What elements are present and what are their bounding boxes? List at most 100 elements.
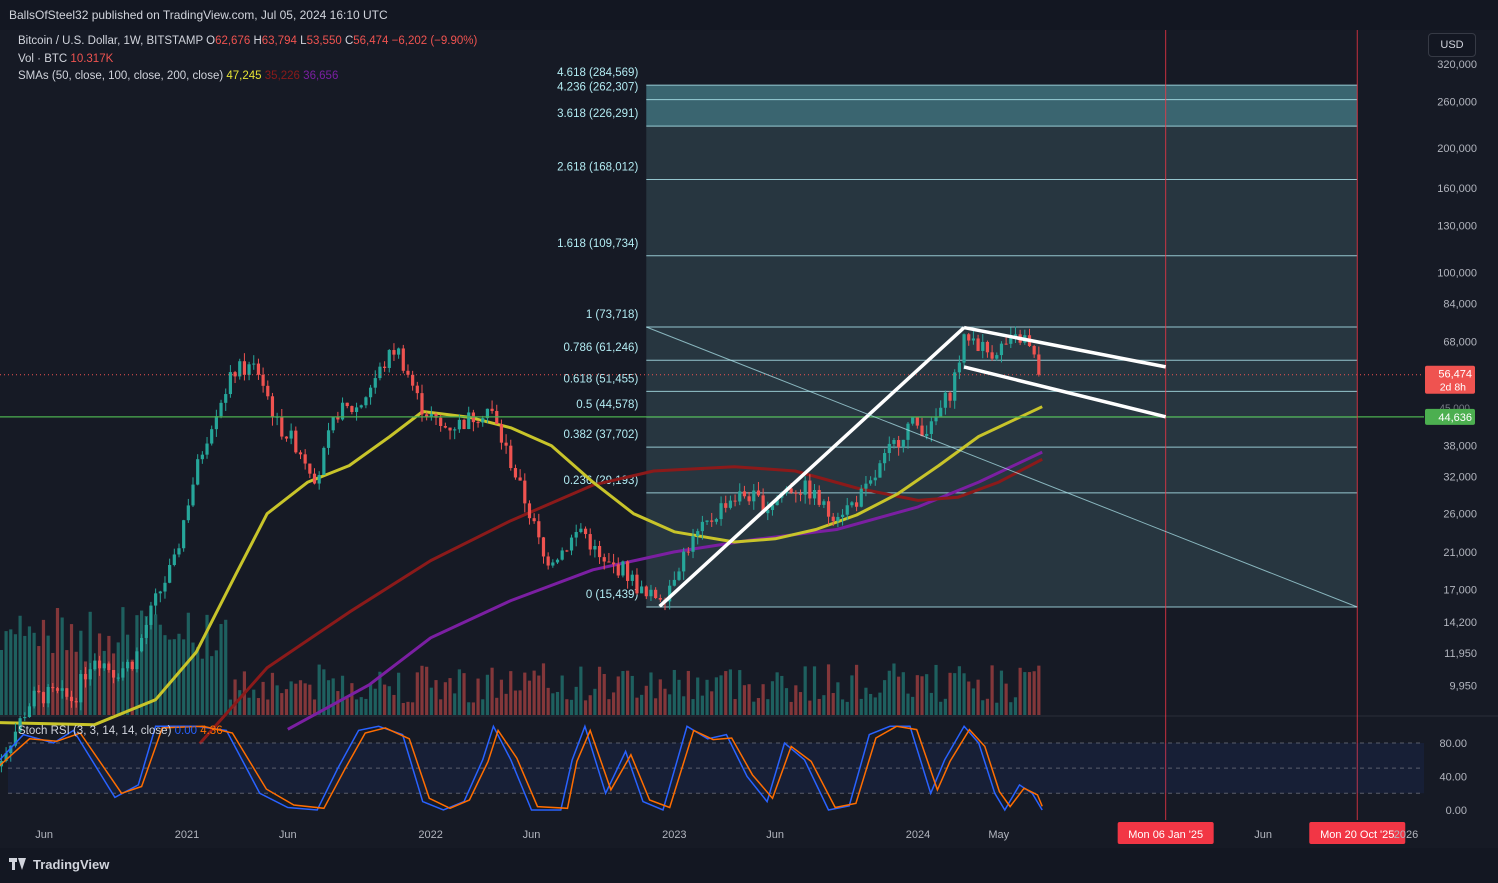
candle-body (439, 417, 443, 427)
candle-body (822, 501, 826, 505)
fib-level-label: 0 (15,439) (586, 589, 639, 601)
volume-bar (724, 671, 728, 715)
tradingview-brand: TradingView (33, 857, 110, 872)
volume-bar (252, 689, 256, 715)
volume-bar (373, 688, 377, 715)
currency-button[interactable]: USD (1428, 33, 1476, 57)
price-chart[interactable]: 0 (15,439)0.236 (29,193)0.382 (37,702)0.… (0, 0, 1498, 848)
volume-bar (331, 678, 335, 715)
price-tick-label: 32,000 (1443, 471, 1477, 483)
volume-bar (214, 650, 218, 715)
candle-body (733, 500, 737, 502)
candle-body (125, 661, 130, 669)
candle-body (140, 637, 144, 652)
candle-body (869, 480, 873, 484)
volume-bar (747, 684, 751, 715)
volume-bar (1027, 672, 1032, 715)
candle-body (182, 520, 186, 549)
volume-bar (294, 683, 298, 715)
time-tick-label: May (988, 829, 1009, 841)
change-value: −6,202 (−9.90%) (391, 35, 478, 47)
volume-bar (280, 693, 284, 715)
volume-bar (1037, 665, 1041, 715)
candle-body (766, 510, 770, 514)
candle-body (499, 424, 504, 443)
volume-bar (504, 693, 508, 715)
high-value: 63,794 (261, 35, 297, 47)
time-tick-label: Jun (35, 829, 53, 841)
candle-body (934, 416, 938, 422)
volume-bar (920, 676, 924, 715)
candle-body (742, 491, 747, 497)
candle-body (65, 688, 69, 697)
time-tick-label: Jun (766, 829, 784, 841)
candle-body (83, 674, 88, 680)
candle-body (364, 397, 368, 406)
volume-bar (275, 685, 279, 715)
fibonacci-extension[interactable]: 0 (15,439)0.236 (29,193)0.382 (37,702)0.… (557, 67, 1358, 608)
footer-bar (0, 848, 1498, 883)
candle-body (354, 407, 359, 412)
volume-bar (270, 672, 275, 715)
volume-bar (467, 702, 471, 715)
volume-bar (322, 669, 326, 715)
candle-body (808, 480, 812, 499)
volume-bar (495, 697, 499, 715)
price-tick-label: 130,000 (1437, 220, 1477, 232)
time-axis[interactable]: Jun 2021 Jun 2022 Jun 2023 Jun 2024 May Mon 06 Ja… (35, 822, 1418, 844)
sma-legend: SMAs (50, close, 100, close, 200, close)… (18, 70, 338, 82)
volume-bar (411, 702, 415, 715)
candle-body (51, 686, 55, 689)
candle-body (186, 505, 190, 521)
time-tick-label: 2021 (175, 829, 199, 841)
volume-bar (710, 691, 714, 715)
candle-body (981, 341, 985, 351)
volume-bar (303, 683, 307, 715)
stoch-tick-label: 80.00 (1439, 738, 1467, 750)
volume-bar (817, 698, 821, 715)
candle-body (261, 374, 265, 386)
volume-bar (415, 672, 419, 715)
volume-bar (65, 650, 69, 715)
candle-body (18, 718, 22, 732)
candle-body (13, 731, 18, 746)
date-marker-label: Mon 20 Oct '25 (1320, 829, 1394, 841)
candle-body (948, 392, 952, 401)
volume-bar (854, 664, 859, 715)
sma100-value: 35,226 (264, 70, 300, 82)
candle-body (574, 532, 578, 538)
fib-level-label: 4.618 (284,569) (557, 67, 638, 79)
candle-body (738, 491, 742, 502)
fib-level-label: 2.618 (168,012) (557, 161, 638, 173)
volume-bar (429, 687, 433, 715)
price-axis[interactable]: 320,000 260,000 200,000 160,000 130,000 100,0… (1425, 59, 1477, 817)
volume-bar (911, 696, 915, 715)
candle-body (345, 402, 349, 407)
candle-body (326, 430, 331, 448)
candle-body (728, 500, 733, 508)
candle-body (270, 396, 275, 418)
drawings[interactable] (0, 30, 1424, 820)
volume-bar (23, 635, 27, 715)
tradingview-logo[interactable]: TradingView (9, 857, 109, 872)
volume-bar (289, 681, 293, 715)
candle-body (691, 535, 695, 552)
open-value: 62,676 (215, 35, 251, 47)
trend-line-uptrend (658, 326, 966, 608)
candle-body (154, 593, 158, 606)
fib-level-label: 3.618 (226,291) (557, 108, 638, 120)
candle-body (340, 402, 345, 420)
volume-bar (284, 689, 289, 715)
sma50-line (0, 405, 1043, 727)
volume-bar (378, 671, 382, 715)
volume-bar (490, 667, 494, 715)
volume-bar (583, 700, 588, 715)
volume-bar (383, 684, 387, 715)
candle-body (93, 660, 97, 670)
price-tick-label: 100,000 (1437, 267, 1477, 279)
candle-body (256, 363, 261, 375)
volume-bar (840, 699, 845, 715)
candle-body (102, 663, 106, 669)
candle-body (518, 477, 522, 481)
volume-bar (46, 635, 50, 715)
